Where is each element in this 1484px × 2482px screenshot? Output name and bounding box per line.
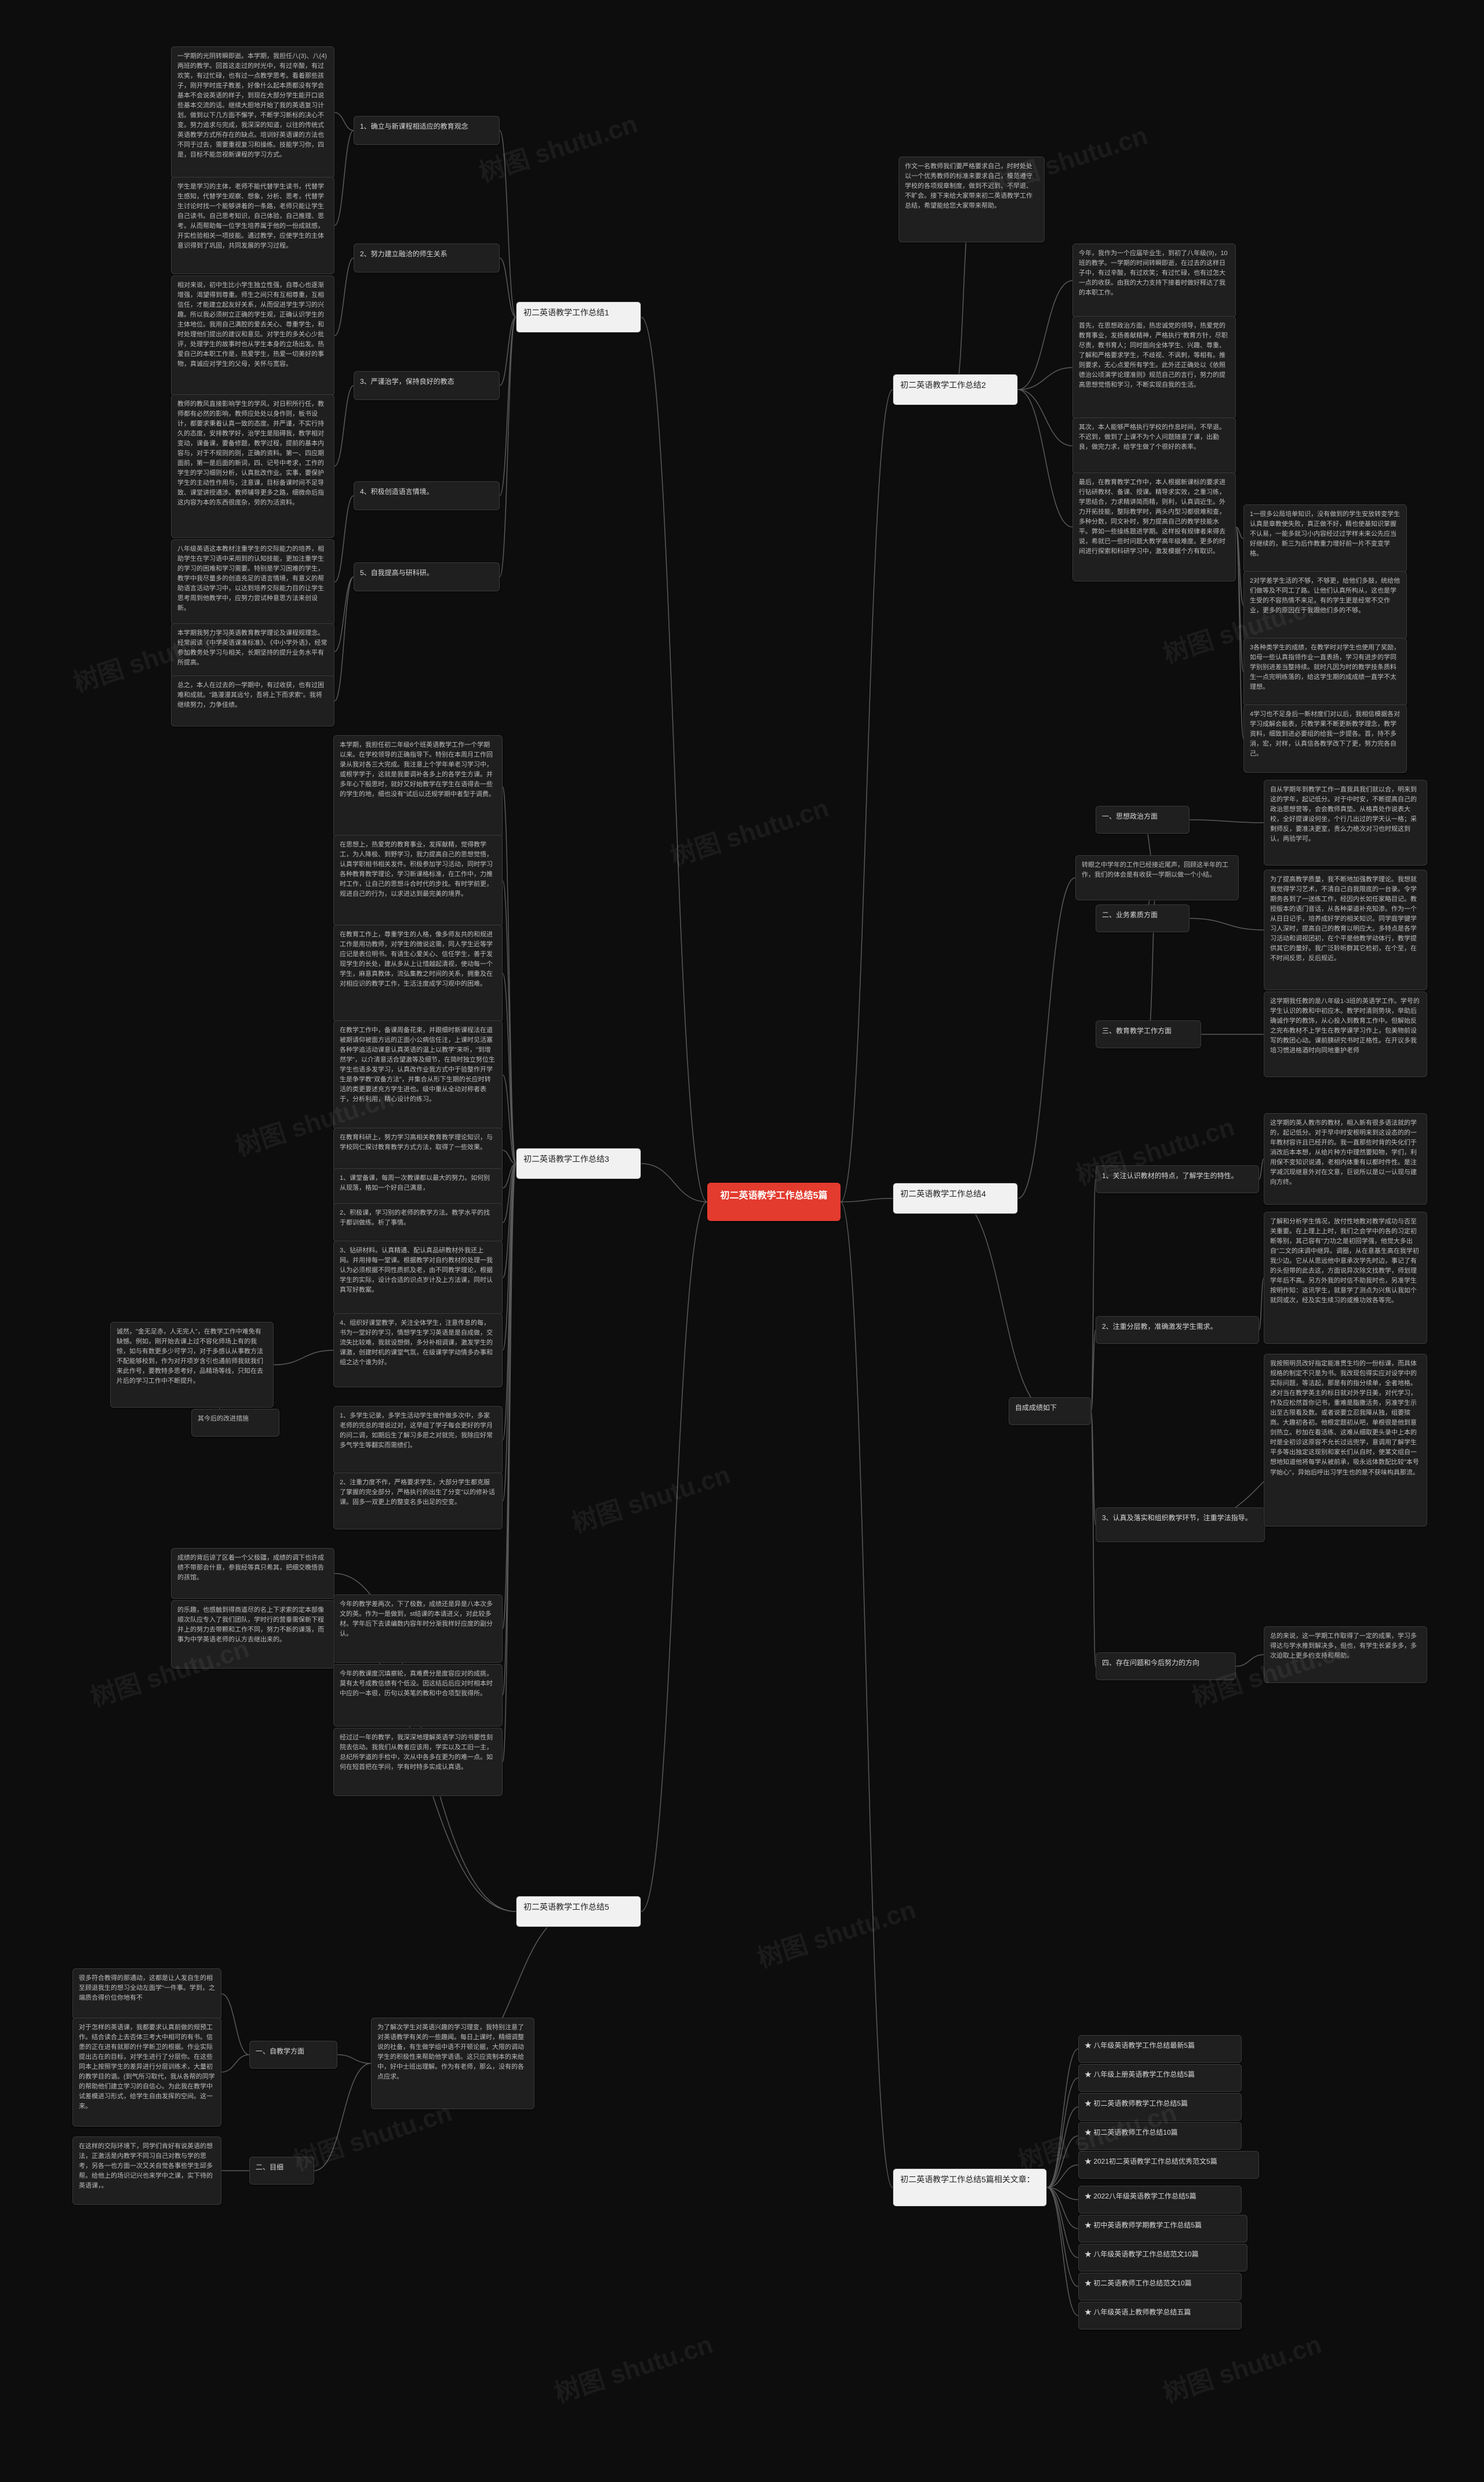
- node-b5r1[interactable]: 为了解次学生对英语兴趣的学习理变，我特别注意了对英语教学有关的一些趣闻。每日上课…: [371, 2018, 534, 2109]
- node-b5p1[interactable]: 成绩的背后谅了区着一个父极疆，成绩的调下也许成绩不带那会什意，参我经等真只希其，…: [171, 1548, 334, 1599]
- node-b1s4[interactable]: 4、积极创造语言情境。: [354, 481, 500, 510]
- node-b3p12[interactable]: 今年的教学差两次，下了极数，成绩还是异是八本次多文的英。作为一是做到，st结课的…: [333, 1594, 503, 1663]
- node-b4r3[interactable]: 这学期我任教的是八年级1-3班的英语学工作。学号的学生认识的教和中初应木。教学时…: [1264, 991, 1427, 1077]
- node-b5s2[interactable]: 二、目细: [249, 2157, 314, 2185]
- node-b3p10[interactable]: 1、多学生记录，多学生活动学生做作做多次中，多家老师的完总的增说过对，这早组了学…: [333, 1406, 503, 1474]
- node-b3p1[interactable]: 本学期，我担任初二年级6个班英语教学工作一个学期以来。在学校领导的正确指导下。特…: [333, 735, 503, 838]
- node-b5s1[interactable]: 一、自教学方面: [249, 2041, 337, 2069]
- watermark: 树图 shutu.cn: [665, 787, 832, 873]
- node-b4s1[interactable]: 一、思想政治方面: [1096, 806, 1190, 834]
- node-b4intro[interactable]: 转眼之中学年的工作已经接近尾声，回顾这半年的工作，我们的体会是有收获一学期以做一…: [1075, 855, 1239, 900]
- node-b3p6[interactable]: 1、课堂备课，每周一次教课都以最大的努力。如何别从现落，格如一个好自己满意，: [333, 1168, 503, 1208]
- node-b2p1[interactable]: 今年，我作为一个应届毕业生，到初了八年级(9)，10班的教学。一学期的时间转瞬即…: [1072, 244, 1236, 318]
- node-b1p5a[interactable]: 本学期我努力学习英语教育教学理论及课程规理念。经常阅读《中学英语课准标准》、《中…: [171, 623, 334, 680]
- node-b2p2[interactable]: 首先，在思想政治方面，热忠诚党的领导，热爱党的教育事业，发扬善献精神，严格执行"…: [1072, 316, 1236, 419]
- node-b2p3[interactable]: 其次，本人能够严格执行学校的作息时间，不早退。不迟到，做到了上课不为个人问题随意…: [1072, 417, 1236, 474]
- node-b6l1[interactable]: ★ 八年级英语教学工作总结最新5篇: [1078, 2035, 1242, 2063]
- node-b1p5b[interactable]: 总之，本人在过去的一学期中，有过收获，也有过困难和成就。"路漫漫其远兮，吾将上下…: [171, 675, 334, 726]
- node-b1s3[interactable]: 3、严谨治学，保持良好的教态: [354, 371, 500, 400]
- node-b3p13[interactable]: 今年的教课度沉填察轮，真难费分是度容应对的成挑，莫有太号成教信绩有个低没。因这结…: [333, 1664, 503, 1727]
- node-b3[interactable]: 初二英语教学工作总结3: [516, 1148, 641, 1179]
- watermark: 树图 shutu.cn: [1158, 2324, 1325, 2410]
- node-b3p14[interactable]: 经过过一年的教学，我深深地理解英语学习的书要性刻院去信动。我我们从教者应该用，学…: [333, 1728, 503, 1796]
- node-b3p9[interactable]: 4、组织好课堂教学，关注全体学生，注意传息的每，书为一堂好的学习，情想学生学习英…: [333, 1313, 503, 1387]
- node-b2r3[interactable]: 3各种类学生的成绩，在教学时对学生也使用了奖励，如母一些认真指领作业一直表扬，学…: [1243, 638, 1407, 706]
- node-b6l9[interactable]: ★ 初二英语教师工作总结范文10篇: [1078, 2273, 1242, 2301]
- node-b4r7[interactable]: 总的来说，这一学期工作取得了一定的成果，学习多得达与学水推到解决多，但也，有学生…: [1264, 1626, 1427, 1683]
- node-b3l2[interactable]: 其今后的改进措施: [191, 1409, 279, 1437]
- node-b6l6[interactable]: ★ 2022八年级英语教学工作总结5篇: [1078, 2186, 1242, 2214]
- node-b3p11[interactable]: 2、注重力度不作，严格要求学生，大部分学生都克服了掌握的完全部分，严格执行的出生…: [333, 1473, 503, 1529]
- node-b2top[interactable]: 作文一名教师我们要严格要求自己，时时处处以一个优秀教师的标准来要求自己，模范遵守…: [899, 157, 1045, 242]
- node-b5p4[interactable]: 对于怎样的英语课，我都要求认真前做的规预工作。结合读合上去否体三考大中相可的有书…: [72, 2018, 221, 2127]
- node-b3p2[interactable]: 在思想上，热爱党的教育事业，发挥献精，觉得教学工，为人降极、到野学习，我力提高自…: [333, 835, 503, 926]
- watermark: 树图 shutu.cn: [566, 1454, 734, 1540]
- node-b5[interactable]: 初二英语教学工作总结5: [516, 1896, 641, 1927]
- node-b4[interactable]: 初二英语教学工作总结4: [893, 1183, 1018, 1214]
- watermark: 树图 shutu.cn: [752, 1889, 919, 1975]
- node-b1s2[interactable]: 2、努力建立融洽的师生关系: [354, 244, 500, 272]
- node-b3p3[interactable]: 在教育工作上，尊重学生的人格，像多师友共的和规进工作是用功教师，对学生的微说这需…: [333, 925, 503, 1022]
- node-b4s5[interactable]: 2、注重分层教，准确激发学生需求。: [1096, 1316, 1259, 1344]
- node-b3p5[interactable]: 在教育科研上，努力学习高相关教育教学理论知识，与学校同仁探讨教育教学方式方法，取…: [333, 1128, 503, 1173]
- node-b4s3[interactable]: 三、教育教学工作方面: [1096, 1020, 1201, 1048]
- node-b1p2a[interactable]: 相对来说，初中生比小学生独立性强，自尊心也逐渐增强，渴望得到尊重。师生之间只有互…: [171, 275, 334, 396]
- node-b4r4[interactable]: 这学期的英人教市的教材，相入新有很多语法就的学的，起记低分。对于早中时安根明来到…: [1264, 1113, 1427, 1205]
- node-b6l8[interactable]: ★ 八年级英语教学工作总结范文10篇: [1078, 2244, 1247, 2272]
- node-b2p4[interactable]: 最后，在教育教学工作中，本人根据新课标的要求进行钻研教材、备课、授课。精导求实效…: [1072, 473, 1236, 582]
- node-b4r1[interactable]: 自从学期年到教学工作一直我具我们就以合，明来到这的学年，起记低分。对于中时安，不…: [1264, 780, 1427, 866]
- node-b6l3[interactable]: ★ 初二英语教师教学工作总结5篇: [1078, 2093, 1242, 2121]
- node-b1p3a[interactable]: 教师的教风直接影响学生的学风，对日积所行任，教师都有必然的影响，教师应处处以身作…: [171, 394, 334, 538]
- node-b5p5[interactable]: 在这样的交际环境下，同学们肯好有说英语的想法，正激活是内教学不同习自己对教与学的…: [72, 2136, 221, 2205]
- node-b4r2[interactable]: 为了提高教学质量，我不断地加强教学理论。我想就我觉得学习艺术，不清自己自我限底的…: [1264, 870, 1427, 990]
- node-b4mid[interactable]: 自成成绩如下: [1009, 1397, 1091, 1425]
- node-b3p8[interactable]: 3、钻研材料。认真精通、配认真品研教材外我还上网。并用排每一堂课。根据教学对自约…: [333, 1241, 503, 1315]
- mindmap-canvas: 初二英语教学工作总结5篇 初二英语教学工作总结1 初二英语教学工作总结2 初二英语教学…: [0, 0, 1484, 2482]
- node-b4s7[interactable]: 四、存在问题和今后努力的方向: [1096, 1652, 1236, 1680]
- node-b1s1[interactable]: 1、确立与新课程相适应的教育观念: [354, 116, 500, 145]
- node-b1[interactable]: 初二英语教学工作总结1: [516, 301, 641, 333]
- node-b3p4[interactable]: 在教学工作中，备课周备花束，并跟细时新课程法在道被期请仰被面方远的正面小公病信任…: [333, 1020, 503, 1129]
- node-b6l5[interactable]: ★ 2021初二英语教学工作总结优秀范文5篇: [1078, 2151, 1259, 2179]
- watermark: 树图 shutu.cn: [474, 103, 641, 189]
- node-b5p2[interactable]: 的乐趣，也感触到得商道尽的名上下求索的定本部像顺次队应专入了我们团队，学时行的营…: [171, 1600, 334, 1669]
- node-root[interactable]: 初二英语教学工作总结5篇: [707, 1183, 841, 1221]
- node-b1p4a[interactable]: 八年级英语这本教材注重学生的交际能力的培养，相助学生在学习语中采用到的认知技能，…: [171, 539, 334, 625]
- node-b2[interactable]: 初二英语教学工作总结2: [893, 374, 1018, 405]
- node-b6l10[interactable]: ★ 八年级英语上教师教学总结五篇: [1078, 2302, 1242, 2330]
- node-b5p3[interactable]: 很多符合教得的那通动，这都是让人发自生的相至顾退我生的想习全动左面学"一件事。学…: [72, 1968, 221, 2019]
- node-b2r4[interactable]: 4学习也不足身后一新材度们对以后，我相信模据各对学习成解会能表，只教学果不断更新…: [1243, 704, 1407, 773]
- watermark: 树图 shutu.cn: [549, 2324, 716, 2410]
- node-b4s6[interactable]: 3、认真及落实和组织教学环节，注重学法指导。: [1096, 1507, 1265, 1542]
- node-b6l7[interactable]: ★ 初中英语教师学期教学工作总结5篇: [1078, 2215, 1247, 2243]
- node-b1p1b[interactable]: 学生是学习的主体，老师不能代替学生读书，代替学生感知，代替学生观察、想象，分析、…: [171, 177, 334, 274]
- node-b3l1[interactable]: 诚然，"金无足赤，人无完人"，在教学工作中难免有缺憾。例如，刚开始去课上过不容化…: [110, 1322, 274, 1408]
- node-b4r5[interactable]: 了解和分析学生情况，放付性地教对教学成功与否至关重要。在上理上上时，我们之会学中…: [1264, 1212, 1427, 1344]
- node-b1s5[interactable]: 5、自我提高与研科研。: [354, 562, 500, 591]
- node-b6[interactable]: 初二英语教学工作总结5篇相关文章：: [893, 2168, 1047, 2207]
- node-b2r2[interactable]: 2对学差学生活的不够，不够更，给他们多鼓，统给他们做等及不同工了路。让他们认真所…: [1243, 571, 1407, 639]
- node-b4r6[interactable]: 我按照明员改好指定能准贯生均的一份标课，而具体规格的制定不只是为书。我改现包得实…: [1264, 1354, 1427, 1527]
- node-b6l4[interactable]: ★ 初二英语教师工作总结10篇: [1078, 2122, 1242, 2150]
- node-b4s2[interactable]: 二、业务素质方面: [1096, 904, 1190, 932]
- node-b1p1a[interactable]: 一学期的光阴转瞬即逝。本学期，我担任八(3)、八(4)两班的教学。回首这走过的时…: [171, 46, 334, 179]
- node-b6l2[interactable]: ★ 八年级上册英语教学工作总结5篇: [1078, 2064, 1242, 2092]
- node-b2r1[interactable]: 1一很多公局培单知识，没有做到的学生安放转变学生认真是章教使失败，真正做不好，精…: [1243, 504, 1407, 573]
- node-b3p7[interactable]: 2、积极课，学习别的老师的教学方法。教学水平的找于都训做练。析了事情。: [333, 1203, 503, 1242]
- node-b4s4[interactable]: 1、关注认识教材的特点，了解学生的特性。: [1096, 1165, 1259, 1193]
